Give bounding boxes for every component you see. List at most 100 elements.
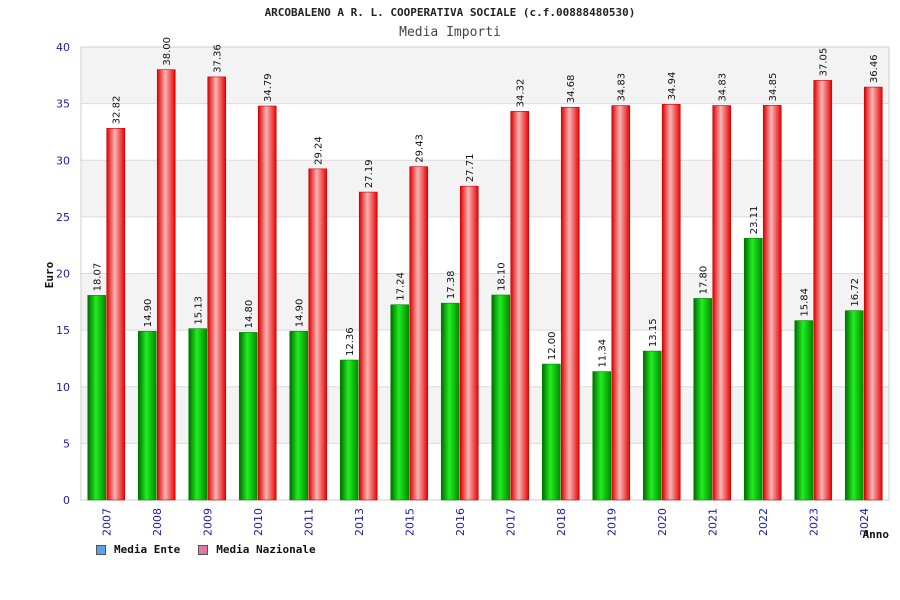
data-label: 27.71 [465,154,476,183]
data-label: 11.34 [598,339,609,368]
x-tick-label: 2020 [656,508,669,536]
x-tick-label: 2009 [201,508,214,536]
data-label: 34.68 [566,75,577,104]
data-label: 15.13 [194,296,205,325]
y-tick-label: 0 [63,494,70,507]
bar-ente [137,330,157,501]
bar-nazionale [207,76,227,501]
bar-ente [339,359,359,501]
plot-border [80,46,890,501]
legend-label-nazionale: Media Nazionale [216,543,316,556]
x-tick-label: 2023 [807,508,820,536]
x-tick-label: 2017 [504,508,517,536]
x-tick-label: 2021 [706,508,719,536]
x-tick-label: 2022 [757,508,770,536]
x-tick-label: 2018 [555,508,568,536]
data-label: 17.24 [396,272,407,301]
y-tick-label: 5 [63,437,70,450]
data-label: 34.83 [617,73,628,102]
bar-ente [440,302,460,501]
bar-ente [743,237,763,501]
bar-nazionale [762,105,782,501]
y-tick-label: 35 [56,98,70,111]
bar-ente [87,295,107,501]
bar-nazionale [560,106,580,501]
x-tick-label: 2015 [403,508,416,536]
data-label: 18.07 [93,263,104,292]
chart-subtitle: Media Importi [399,25,501,40]
y-tick-label: 40 [56,41,70,54]
bar-nazionale [358,191,378,501]
legend-label-ente: Media Ente [114,543,181,556]
bars: 18.07 32.82 14.90 38.00 15.13 37.36 14.80 34.79… [87,37,883,501]
data-label: 17.38 [446,271,457,300]
bar-ente [844,310,864,501]
x-tick-label: 2024 [858,508,871,536]
data-label: 34.94 [667,72,678,101]
bar-ente [592,371,612,501]
data-label: 27.19 [364,159,375,188]
data-label: 34.85 [768,73,779,102]
bar-nazionale [712,105,732,501]
legend: Media Ente Media Nazionale [96,543,316,556]
bar-ente [491,294,511,501]
data-label: 14.80 [244,300,255,329]
y-tick-label: 25 [56,211,70,224]
x-tick-label: 2011 [302,508,315,536]
data-label: 23.11 [749,206,760,235]
data-label: 36.46 [869,54,880,83]
data-label: 12.36 [345,327,356,356]
chart-title: ARCOBALENO A R. L. COOPERATIVA SOCIALE (… [264,6,636,19]
data-label: 38.00 [162,37,173,66]
data-label: 34.79 [263,73,274,102]
data-label: 37.05 [819,48,830,77]
bar-ente [541,363,561,501]
data-label: 14.90 [295,299,306,328]
data-label: 16.72 [850,278,861,307]
bar-nazionale [611,105,631,501]
data-label: 17.80 [699,266,710,295]
bar-nazionale [459,185,479,501]
data-label: 15.84 [800,288,811,317]
x-tick-label: 2013 [353,508,366,536]
legend-swatch-nazionale [198,544,209,555]
y-tick-label: 15 [56,324,70,337]
data-label: 12.00 [547,331,558,360]
data-label: 34.32 [516,79,527,108]
data-label: 29.43 [415,134,426,163]
y-axis: 0 5 10 15 20 25 30 35 40 [56,41,70,507]
bar-nazionale [257,105,277,501]
legend-item-nazionale: Media Nazionale [198,543,316,556]
bar-nazionale [510,111,530,501]
bar-ente [289,330,309,501]
y-tick-label: 30 [56,154,70,167]
legend-swatch-ente [96,544,106,555]
x-tick-label: 2007 [100,508,113,536]
bar-nazionale [409,166,429,501]
y-axis-label: Euro [43,261,56,288]
bar-nazionale [156,69,176,501]
x-axis-label: Anno [863,528,890,541]
data-label: 34.83 [718,73,729,102]
bar-ente [693,298,713,501]
bar-nazionale [661,104,681,501]
bar-nazionale [106,128,126,501]
x-tick-label: 2010 [252,508,265,536]
bar-ente [188,328,208,501]
data-label: 29.24 [314,136,325,165]
data-label: 14.90 [143,299,154,328]
bar-nazionale [863,86,883,501]
bar-ente [794,320,814,501]
x-tick-label: 2016 [454,508,467,536]
x-axis: 2007 2008 2009 2010 2011 2013 2015 2016 2017 2018… [100,508,871,536]
bar-ente [238,332,258,501]
bar-ente [390,304,410,501]
data-label: 32.82 [112,96,123,125]
data-label: 18.10 [497,262,508,291]
x-tick-label: 2008 [151,508,164,536]
legend-item-ente: Media Ente [96,543,180,556]
data-label: 13.15 [648,318,659,347]
y-tick-label: 20 [56,268,70,281]
data-label: 37.36 [213,44,224,73]
